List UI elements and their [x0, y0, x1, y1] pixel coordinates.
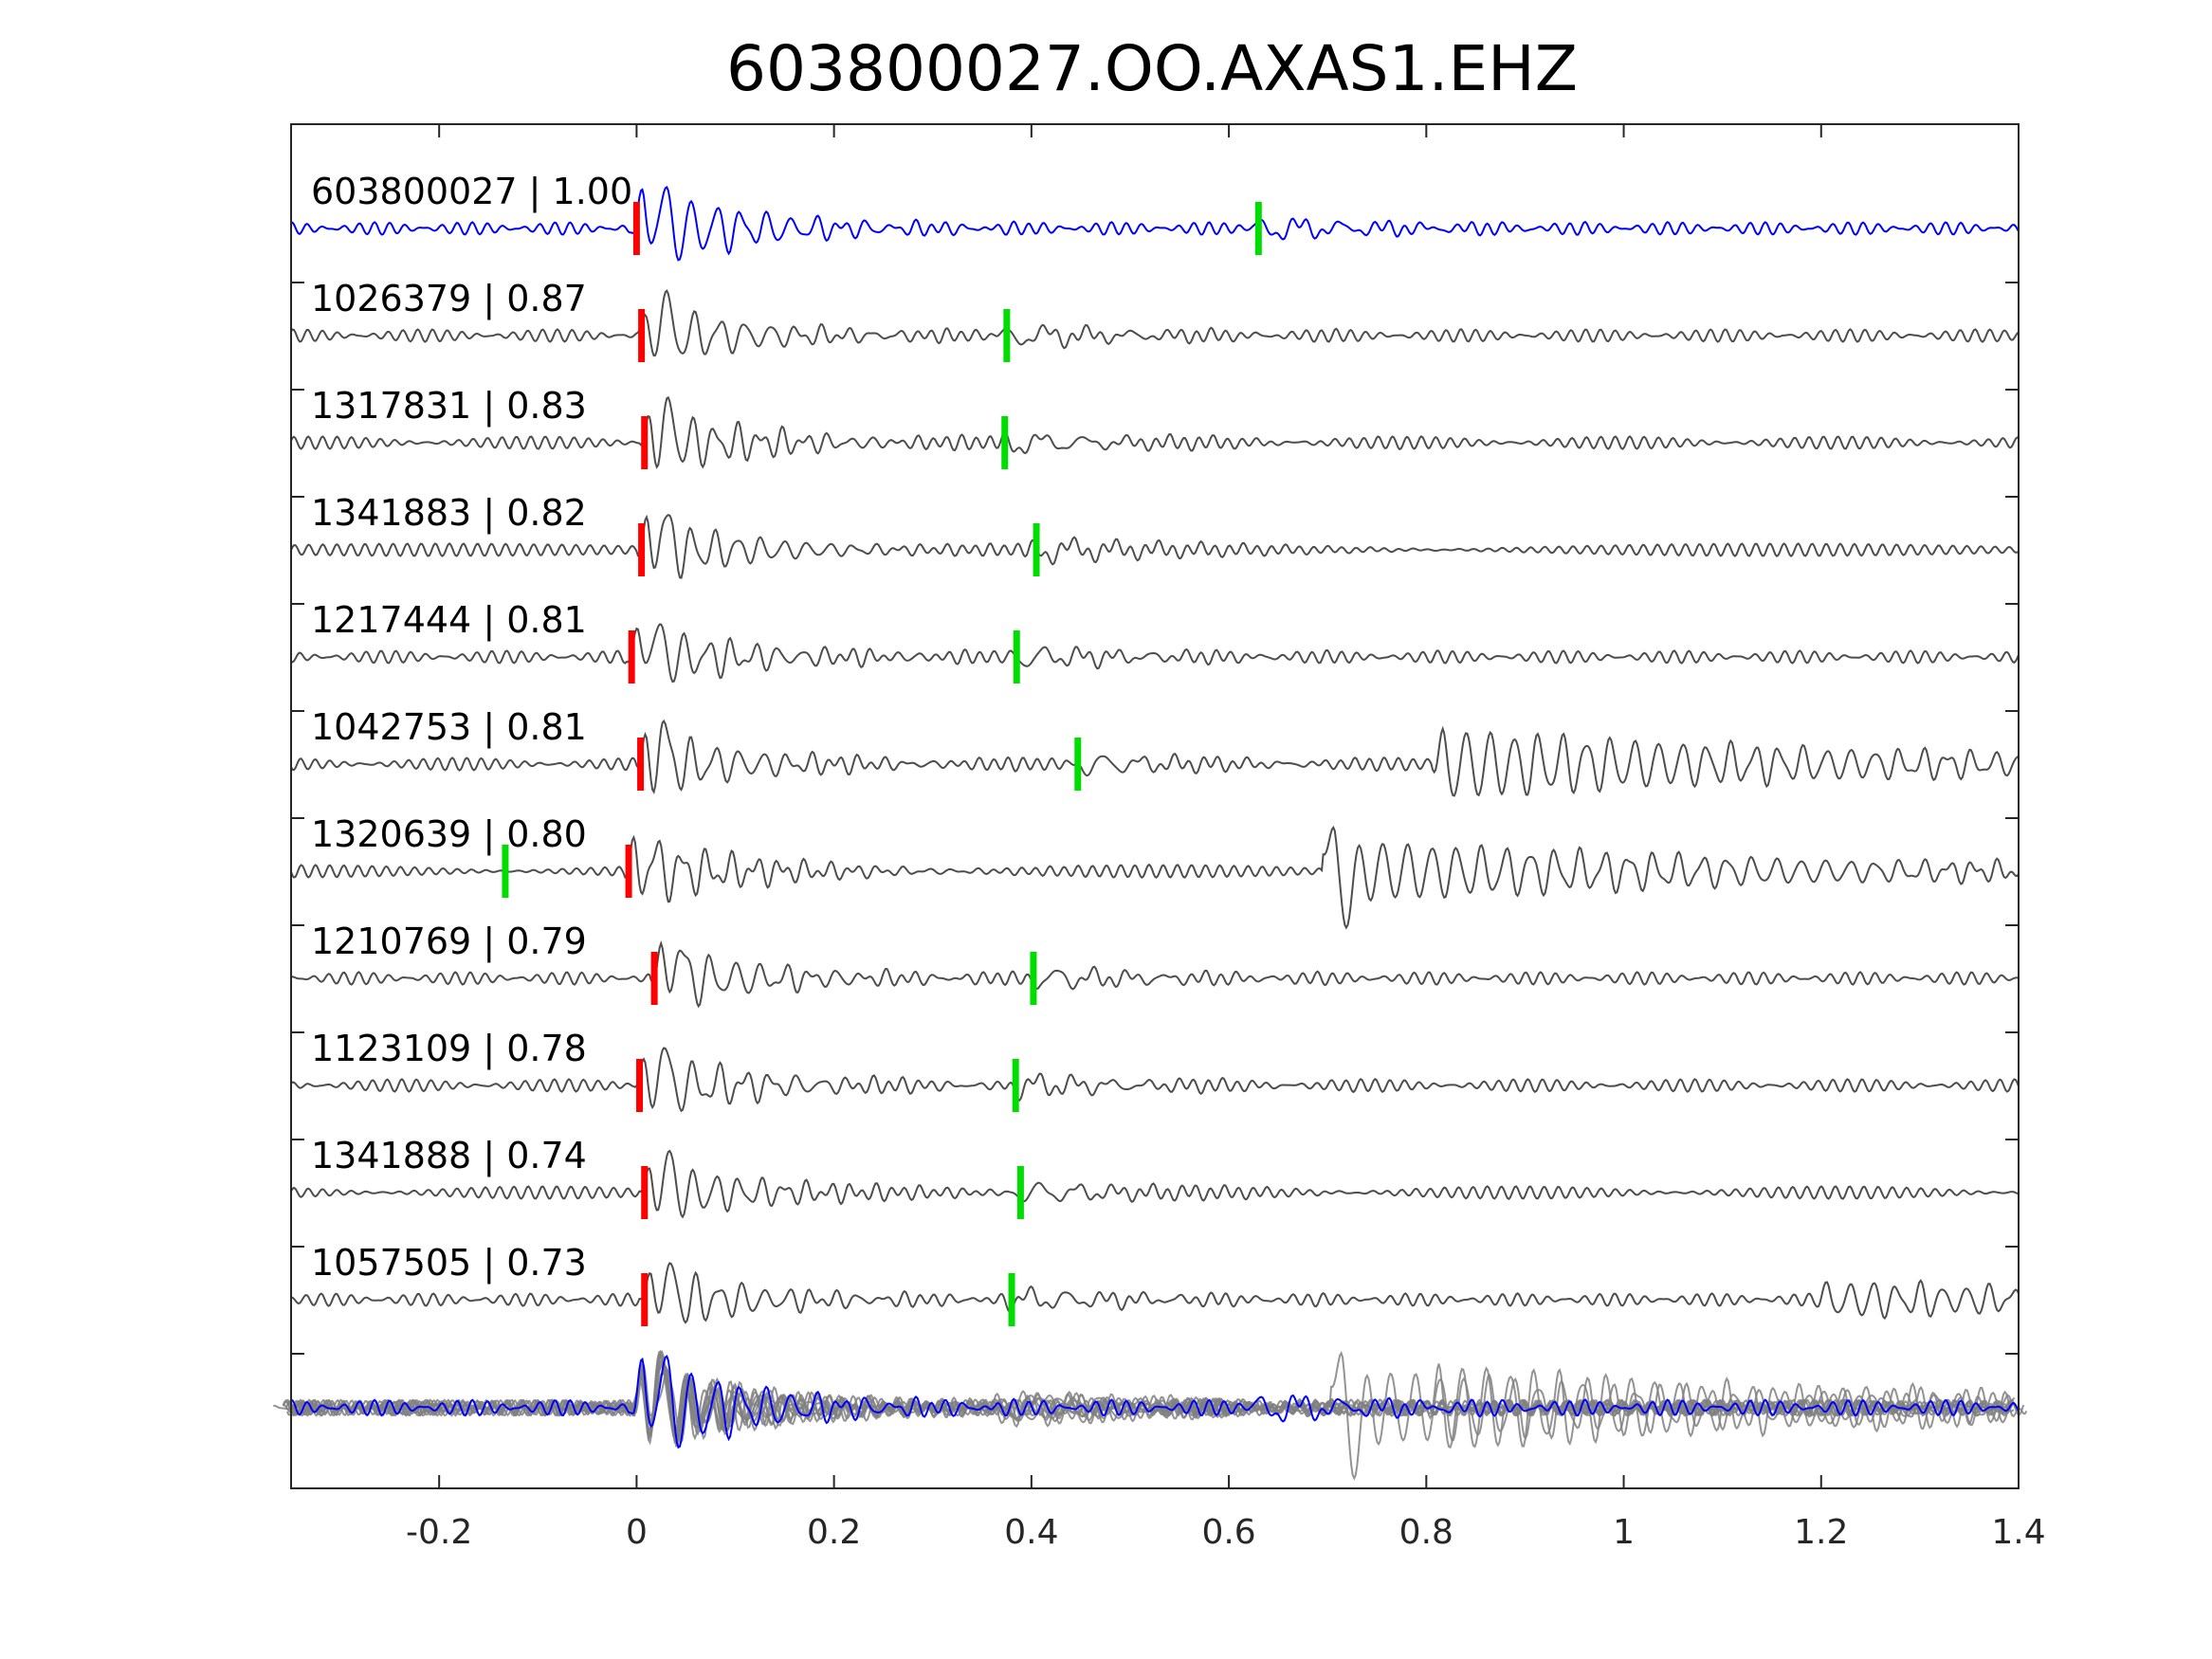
trace-line-1123109: [290, 1047, 2020, 1113]
trace-line-1026379: [290, 289, 2020, 357]
trace-label-1057505: 1057505 | 0.73: [311, 1242, 587, 1285]
trace-label-1341888: 1341888 | 0.74: [311, 1135, 587, 1177]
trace-label-1217444: 1217444 | 0.81: [311, 599, 587, 642]
stack-layer: [273, 1349, 2028, 1481]
stack-line-1341888: [282, 1354, 2012, 1441]
trace-line-1317831: [290, 395, 2020, 469]
trace-line-1042753: [290, 719, 2020, 797]
stack-line-603800027: [290, 1355, 2020, 1449]
x-tick-label: 0.8: [1399, 1513, 1453, 1552]
x-tick-label: 0: [626, 1513, 648, 1552]
x-tick-label: 0.4: [1004, 1513, 1058, 1552]
labels-layer: 603800027 | 1.00 1026379 | 0.87 1317831 | …: [311, 171, 632, 1285]
trace-label-1026379: 1026379 | 0.87: [311, 278, 587, 320]
trace-label-1123109: 1123109 | 0.78: [311, 1028, 587, 1070]
trace-label-1320639: 1320639 | 0.80: [311, 813, 587, 856]
x-tick-label: -0.2: [406, 1513, 472, 1552]
trace-label-1042753: 1042753 | 0.81: [311, 706, 587, 749]
trace-line-1217444: [290, 623, 2020, 684]
x-tick-label: 0.2: [807, 1513, 861, 1552]
x-tick-label: 1: [1613, 1513, 1635, 1552]
trace-label-603800027: 603800027 | 1.00: [311, 171, 632, 213]
trace-line-1210769: [290, 939, 2019, 1009]
trace-line-603800027: [290, 186, 2020, 262]
trace-label-1341883: 1341883 | 0.82: [311, 492, 587, 535]
x-tick-label: 0.6: [1201, 1513, 1255, 1552]
trace-line-1320639: [290, 825, 2020, 930]
x-tick-label: 1.2: [1794, 1513, 1848, 1552]
stack-line-1026379: [284, 1350, 2015, 1434]
trace-line-1057505: [290, 1262, 2020, 1324]
traces-layer: [290, 186, 2020, 1324]
x-axis: -0.2 0 0.2 0.4 0.6 0.8 1 1.2 1.4: [291, 124, 2046, 1552]
trace-label-1317831: 1317831 | 0.83: [311, 385, 587, 428]
trace-line-1341883: [290, 514, 2020, 579]
stack-line-1317831: [282, 1349, 2012, 1441]
picks-layer: [502, 202, 1262, 1326]
trace-line-1341888: [290, 1149, 2020, 1219]
chart-title: 603800027.OO.AXAS1.EHZ: [726, 32, 1578, 105]
plot-frame: [290, 123, 2020, 1489]
x-tick-label: 1.4: [1991, 1513, 2045, 1552]
trace-label-1210769: 1210769 | 0.79: [311, 921, 587, 963]
